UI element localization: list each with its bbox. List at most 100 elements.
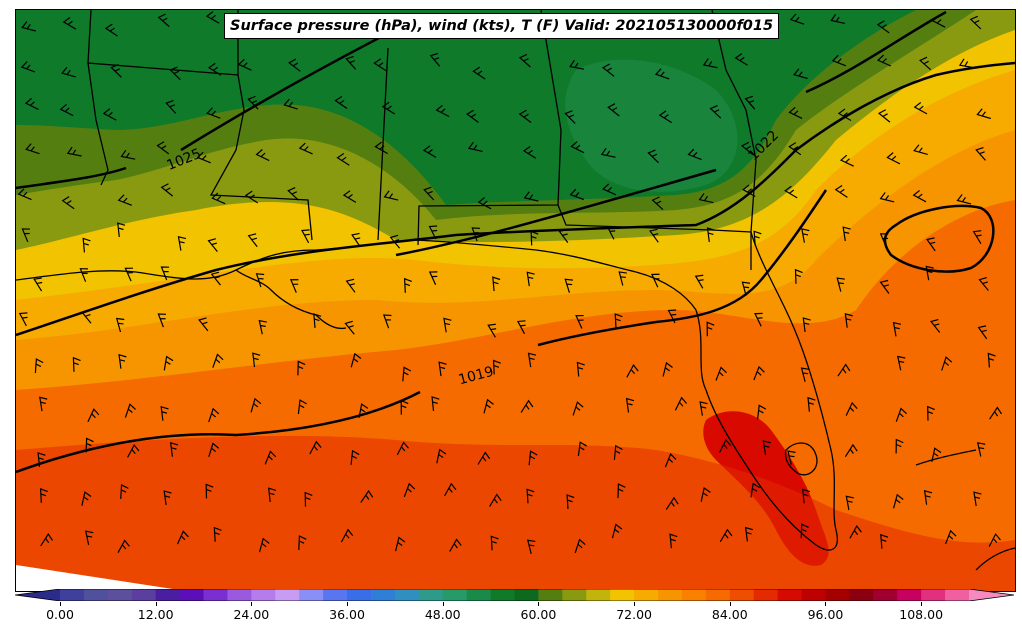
state-line-3 <box>209 10 313 241</box>
wind-barb <box>39 396 48 412</box>
wind-barb <box>255 273 265 288</box>
colorbar-tick-mark <box>921 602 923 606</box>
wind-barb <box>443 482 457 497</box>
colorbar-segment <box>681 589 707 601</box>
wind-barb <box>436 448 447 464</box>
wind-barb <box>794 268 803 284</box>
wind-barb <box>665 496 679 510</box>
wind-barb <box>649 228 659 243</box>
wind-barb <box>422 145 437 158</box>
wind-barb <box>600 147 616 158</box>
wind-barb <box>383 190 399 201</box>
colorbar-segment <box>107 589 133 601</box>
wind-barb <box>927 405 935 421</box>
colorbar-segment <box>227 589 252 601</box>
colorbar-segment <box>60 589 85 601</box>
wind-barb <box>165 100 177 114</box>
colorbar-tick-label: 24.00 <box>233 607 270 622</box>
wind-barb <box>572 401 584 416</box>
coastline-louisiana <box>235 269 347 330</box>
wind-barb <box>831 54 847 67</box>
wind-barb <box>896 355 906 371</box>
wind-barb <box>972 230 982 245</box>
wind-barb <box>687 148 702 161</box>
colorbar-segment <box>131 589 157 601</box>
wind-barb <box>674 396 688 411</box>
band-green-highlight <box>565 59 738 192</box>
wind-barb <box>844 313 853 328</box>
wind-barb <box>298 142 313 155</box>
colorbar-tick-label: 0.00 <box>46 607 74 622</box>
colorbar-tick-mark <box>825 602 827 606</box>
wind-barb <box>575 314 584 329</box>
wind-barb <box>706 227 716 243</box>
wind-barb <box>879 233 889 248</box>
coastline-lake <box>784 442 818 476</box>
wind-barb <box>837 108 852 122</box>
wind-barb <box>913 102 928 115</box>
wind-barb <box>117 194 133 206</box>
colorbar-tick-mark <box>442 602 444 606</box>
wind-barb <box>528 450 538 466</box>
wind-barb <box>382 314 392 329</box>
wind-barb <box>160 266 170 281</box>
colorbar-segment <box>705 589 731 601</box>
wind-barb <box>115 317 125 333</box>
wind-barb <box>402 366 412 382</box>
wind-barb <box>958 58 974 69</box>
wind-barb <box>895 438 904 454</box>
wind-barb <box>117 539 130 553</box>
wind-barb <box>741 281 751 296</box>
colorbar-segment <box>275 589 300 601</box>
state-line-7 <box>711 10 757 233</box>
wind-barb <box>21 228 31 243</box>
wind-barb <box>177 236 187 251</box>
wind-barb <box>477 451 491 465</box>
wind-barb <box>877 109 891 123</box>
wind-barb <box>647 149 659 164</box>
wind-barb <box>127 443 140 458</box>
wind-barb <box>212 353 224 368</box>
wind-barb <box>403 482 416 498</box>
wind-barb <box>669 533 678 549</box>
wind-barb <box>81 309 92 324</box>
wind-barb <box>301 229 310 244</box>
wind-barb <box>789 13 805 25</box>
isobar-1025-north <box>180 22 407 152</box>
wind-barb <box>79 268 89 282</box>
wind-barb <box>788 106 803 119</box>
wind-barb <box>762 440 771 455</box>
wind-barb <box>694 274 704 289</box>
wind-barb <box>34 358 44 374</box>
wind-barb <box>807 396 816 412</box>
wind-barb <box>753 230 762 246</box>
wind-barb <box>247 95 259 110</box>
wind-barb <box>72 356 81 372</box>
colorbar-extend-low <box>15 589 60 601</box>
wind-barb <box>336 152 350 166</box>
wind-barb <box>558 229 569 243</box>
colorbar-tick-label: 36.00 <box>329 607 365 622</box>
wind-barb <box>530 230 539 246</box>
colorbar-segment <box>634 589 659 601</box>
wind-barb <box>975 146 986 161</box>
wind-barb <box>163 490 172 505</box>
wind-barb <box>120 483 129 499</box>
wind-barb <box>626 364 639 378</box>
colorbar-segment <box>370 589 396 601</box>
wind-barb <box>429 52 441 67</box>
colorbar-segment <box>586 589 611 601</box>
wind-barb <box>61 66 76 78</box>
wind-barb <box>289 279 299 293</box>
wind-barb <box>709 105 722 119</box>
colorbar-segment <box>825 589 850 601</box>
wind-barb <box>37 452 46 467</box>
wind-barb <box>288 58 301 72</box>
wind-barb <box>895 407 907 422</box>
wind-barb <box>706 321 715 337</box>
wind-barb <box>564 110 576 124</box>
wind-barb <box>800 367 810 382</box>
wind-barb <box>400 399 409 415</box>
wind-barb <box>836 277 845 292</box>
wind-barb <box>59 103 74 117</box>
